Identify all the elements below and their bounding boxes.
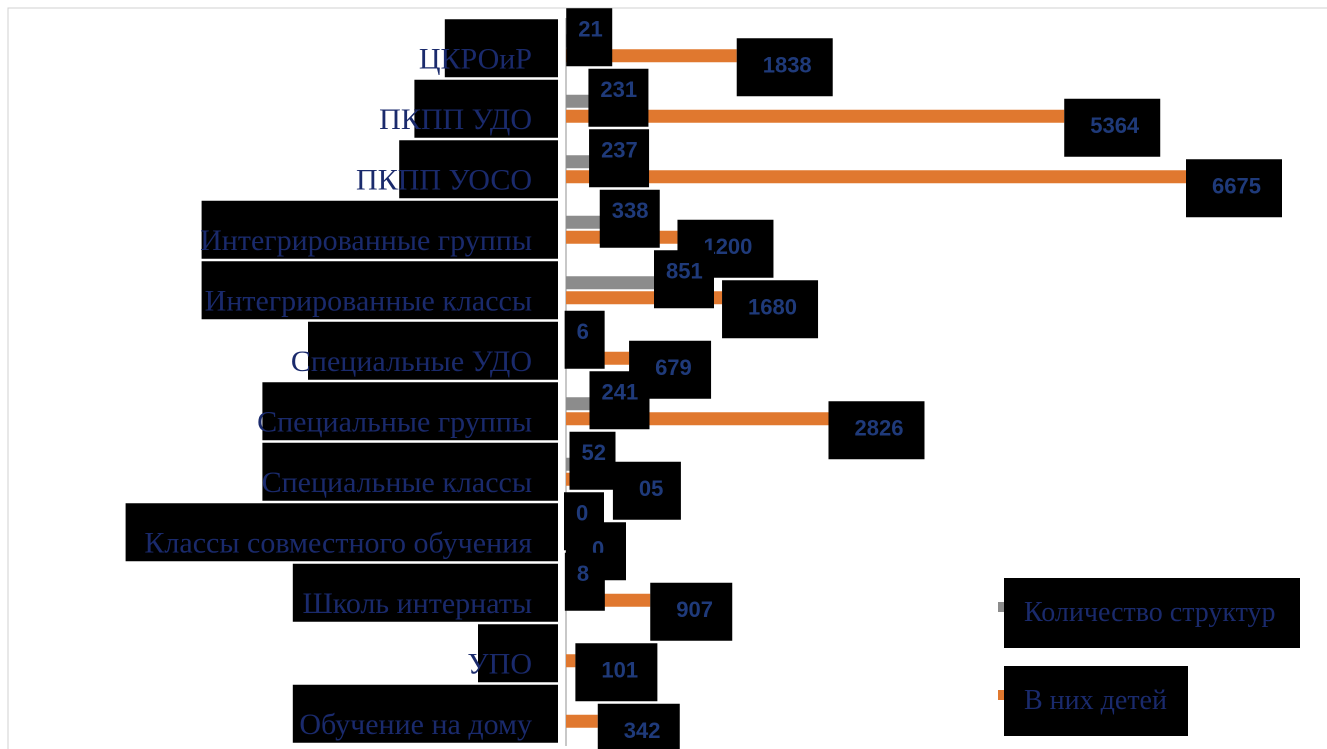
children-value-box-2: [1186, 159, 1282, 218]
bar-structures-3: [566, 215, 602, 229]
children-value-box-6: [828, 401, 925, 460]
bar-structures-1: [566, 94, 591, 108]
structures-value-label-7: 52: [581, 440, 605, 465]
structures-value-box-6: [589, 371, 650, 430]
children-value-box-9: [650, 582, 733, 641]
structures-value-box-9: [564, 552, 605, 611]
category-label-5: Специальные УДО: [291, 345, 532, 378]
category-label-10: УПО: [467, 647, 532, 680]
category-label-box-2: [399, 140, 558, 199]
legend-label-1: В них детей: [1024, 685, 1167, 716]
structures-value-box-3: [599, 189, 660, 248]
children-value-box-4: [722, 280, 819, 339]
category-label-1: ПКПП УДО: [379, 103, 532, 136]
category-label-box-8: [125, 503, 558, 562]
bar-structures-7: [566, 457, 572, 471]
structures-value-label-0: 21: [578, 16, 602, 41]
category-label-box-5: [308, 321, 558, 380]
category-label-4: Интегрированные классы: [205, 284, 532, 317]
bar-children-2: [566, 170, 1186, 184]
children-value-label-6: 2826: [854, 415, 903, 440]
structures-value-label-9: 8: [577, 561, 589, 586]
structures-value-label-2: 237: [601, 137, 638, 162]
category-label-box-3: [201, 200, 558, 259]
bar-children-11: [566, 714, 598, 728]
structures-value-box-7: [569, 431, 616, 490]
children-value-label-2: 6675: [1212, 173, 1261, 198]
structures-value-label-6: 241: [601, 379, 638, 404]
structures-value-label-8: 0: [576, 500, 588, 525]
bar-structures-6: [566, 397, 592, 411]
structures-value-box-1: [588, 68, 649, 127]
children-value-box-10: [575, 643, 658, 702]
children-value-label-11: 342: [624, 718, 661, 743]
children-value-label-5: 679: [655, 355, 692, 380]
children-value-box-7: [612, 461, 681, 520]
structures-value-box-2: [589, 129, 650, 188]
children-value-box-1: [1064, 98, 1161, 157]
category-label-box-6: [262, 382, 558, 441]
children-value-label-0: 1838: [763, 52, 812, 77]
structures-value-label-3: 338: [612, 198, 649, 223]
category-label-box-9: [292, 563, 558, 622]
legend-swatch-0: [998, 602, 1008, 612]
category-label-7: Специальные классы: [262, 466, 532, 499]
structures-value-box-4: [654, 250, 714, 309]
category-label-box-11: [292, 684, 558, 743]
category-label-box-0: [444, 19, 558, 78]
bar-structures-2: [566, 155, 592, 169]
children-value-box-11: [597, 703, 680, 749]
children-value-box-0: [736, 38, 833, 97]
category-label-6: Специальные группы: [257, 405, 532, 438]
category-label-9: Школь интернаты: [303, 587, 532, 620]
children-value-label-1: 5364: [1090, 113, 1140, 138]
structures-value-label-4: 851: [666, 258, 703, 283]
category-label-2: ПКПП УОСО: [356, 163, 532, 196]
bar-structures-4: [566, 276, 656, 290]
children-value-label-10: 101: [601, 657, 638, 682]
legend-box-1: [1004, 666, 1188, 736]
children-value-label-9: 907: [676, 597, 713, 622]
legend-label-0: Количество структур: [1024, 597, 1276, 628]
children-value-label-4: 1680: [748, 294, 797, 319]
legend-swatch-1: [998, 690, 1008, 700]
children-value-label-7: 05: [639, 476, 663, 501]
category-label-box-7: [262, 442, 558, 501]
structures-value-box-0: [566, 8, 613, 67]
bar-children-1: [566, 109, 1065, 123]
structures-value-label-1: 231: [600, 77, 637, 102]
legend-box-0: [1004, 578, 1300, 648]
category-label-3: Интегрированные группы: [200, 224, 532, 257]
category-label-8: Классы совместного обучения: [144, 526, 532, 559]
structures-value-label-5: 6: [577, 319, 589, 344]
category-label-box-4: [201, 261, 558, 320]
category-label-box-1: [414, 79, 558, 138]
category-label-11: Обучение на дому: [299, 708, 532, 741]
bar-children-10: [566, 654, 576, 668]
chart-border: [7, 7, 1327, 749]
structures-value-box-5: [564, 310, 605, 369]
category-label-0: ЦКРОиР: [419, 42, 532, 75]
category-label-box-10: [478, 624, 558, 683]
